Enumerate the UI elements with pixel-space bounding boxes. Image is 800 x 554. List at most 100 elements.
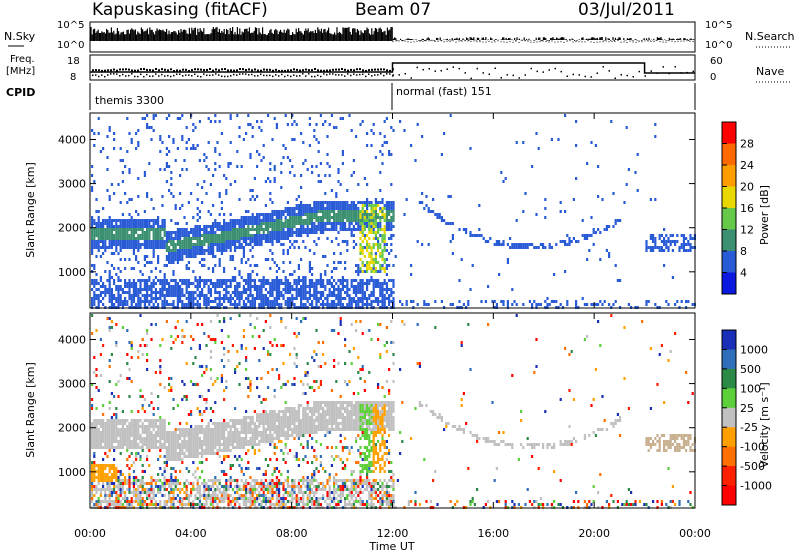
range-gate-cell bbox=[108, 464, 111, 467]
range-gate-cell bbox=[91, 189, 94, 192]
range-gate-cell bbox=[150, 437, 153, 440]
range-gate-cell bbox=[176, 291, 179, 294]
range-gate-cell bbox=[267, 213, 270, 216]
range-gate-cell bbox=[110, 503, 113, 506]
range-gate-cell bbox=[372, 279, 375, 282]
range-gate-cell bbox=[152, 488, 155, 491]
range-gate-cell bbox=[319, 231, 322, 234]
range-gate-cell bbox=[258, 222, 261, 225]
range-gate-cell bbox=[326, 222, 329, 225]
range-gate-cell bbox=[159, 383, 162, 386]
range-gate-cell bbox=[308, 282, 311, 285]
range-gate-cell bbox=[271, 252, 274, 255]
range-gate-cell bbox=[531, 165, 534, 168]
range-gate-cell bbox=[341, 117, 344, 120]
range-gate-cell bbox=[102, 282, 105, 285]
freq-dot bbox=[131, 69, 133, 72]
range-gate-cell bbox=[337, 213, 340, 216]
range-gate-cell bbox=[113, 413, 116, 416]
range-gate-cell bbox=[104, 491, 107, 494]
range-gate-cell bbox=[223, 246, 226, 249]
range-gate-cell bbox=[350, 210, 353, 213]
freq-dot bbox=[140, 68, 142, 71]
range-gate-cell bbox=[137, 431, 140, 434]
range-gate-cell bbox=[93, 437, 96, 440]
range-gate-cell bbox=[383, 300, 386, 303]
range-gate-cell bbox=[368, 201, 371, 204]
nave-dot bbox=[320, 75, 322, 78]
range-gate-cell bbox=[328, 210, 331, 213]
range-gate-cell bbox=[339, 282, 342, 285]
freq-dot bbox=[206, 68, 208, 71]
range-gate-cell bbox=[302, 282, 305, 285]
range-gate-cell bbox=[207, 243, 210, 246]
range-gate-cell bbox=[154, 500, 157, 503]
range-gate-cell bbox=[304, 159, 307, 162]
range-gate-cell bbox=[218, 261, 221, 264]
range-gate-cell bbox=[132, 461, 135, 464]
range-gate-cell bbox=[247, 231, 250, 234]
range-gate-cell bbox=[216, 234, 219, 237]
range-gate-cell bbox=[212, 282, 215, 285]
range-gate-cell bbox=[451, 252, 454, 255]
range-gate-cell bbox=[286, 279, 289, 282]
range-gate-cell bbox=[388, 219, 391, 222]
nave-dot bbox=[410, 77, 412, 79]
range-gate-cell bbox=[240, 261, 243, 264]
range-gate-cell bbox=[289, 219, 292, 222]
range-gate-cell bbox=[126, 117, 129, 120]
range-gate-cell bbox=[183, 252, 186, 255]
range-gate-cell bbox=[165, 240, 168, 243]
range-gate-cell bbox=[130, 482, 133, 485]
range-gate-cell bbox=[170, 279, 173, 282]
range-gate-cell bbox=[137, 494, 140, 497]
range-gate-cell bbox=[113, 138, 116, 141]
range-gate-cell bbox=[374, 270, 377, 273]
range-gate-cell bbox=[282, 234, 285, 237]
range-gate-cell bbox=[102, 467, 105, 470]
range-gate-cell bbox=[102, 219, 105, 222]
range-gate-cell bbox=[108, 428, 111, 431]
range-gate-cell bbox=[216, 237, 219, 240]
range-gate-cell bbox=[99, 419, 102, 422]
range-gate-cell bbox=[275, 213, 278, 216]
range-gate-cell bbox=[317, 297, 320, 300]
range-gate-cell bbox=[236, 228, 239, 231]
range-gate-cell bbox=[220, 246, 223, 249]
range-gate-cell bbox=[506, 261, 509, 264]
range-gate-cell bbox=[513, 246, 516, 249]
range-gate-cell bbox=[315, 204, 318, 207]
range-gate-cell bbox=[198, 252, 201, 255]
range-gate-cell bbox=[363, 246, 366, 249]
range-gate-cell bbox=[150, 476, 153, 479]
range-gate-cell bbox=[392, 216, 395, 219]
range-gate-cell bbox=[187, 237, 190, 240]
nsearch-dot bbox=[464, 40, 466, 42]
range-gate-cell bbox=[467, 303, 470, 306]
range-gate-cell bbox=[282, 297, 285, 300]
range-gate-cell bbox=[108, 488, 111, 491]
range-gate-cell bbox=[324, 207, 327, 210]
range-gate-cell bbox=[143, 488, 146, 491]
range-gate-cell bbox=[214, 282, 217, 285]
range-gate-cell bbox=[528, 243, 531, 246]
range-gate-cell bbox=[187, 282, 190, 285]
range-gate-cell bbox=[150, 291, 153, 294]
range-gate-cell bbox=[141, 294, 144, 297]
range-gate-cell bbox=[308, 117, 311, 120]
range-gate-cell bbox=[97, 234, 100, 237]
range-gate-cell bbox=[102, 434, 105, 437]
range-gate-cell bbox=[350, 207, 353, 210]
range-gate-cell bbox=[141, 228, 144, 231]
range-gate-cell bbox=[113, 237, 116, 240]
range-gate-cell bbox=[348, 288, 351, 291]
range-gate-cell bbox=[306, 216, 309, 219]
range-gate-cell bbox=[550, 246, 553, 249]
nave-dot bbox=[206, 74, 208, 77]
range-gate-cell bbox=[352, 159, 355, 162]
range-gate-cell bbox=[139, 419, 142, 422]
range-gate-cell bbox=[601, 198, 604, 201]
range-gate-cell bbox=[137, 452, 140, 455]
y-tick-label: 4000 bbox=[58, 133, 86, 146]
range-gate-cell bbox=[225, 192, 228, 195]
